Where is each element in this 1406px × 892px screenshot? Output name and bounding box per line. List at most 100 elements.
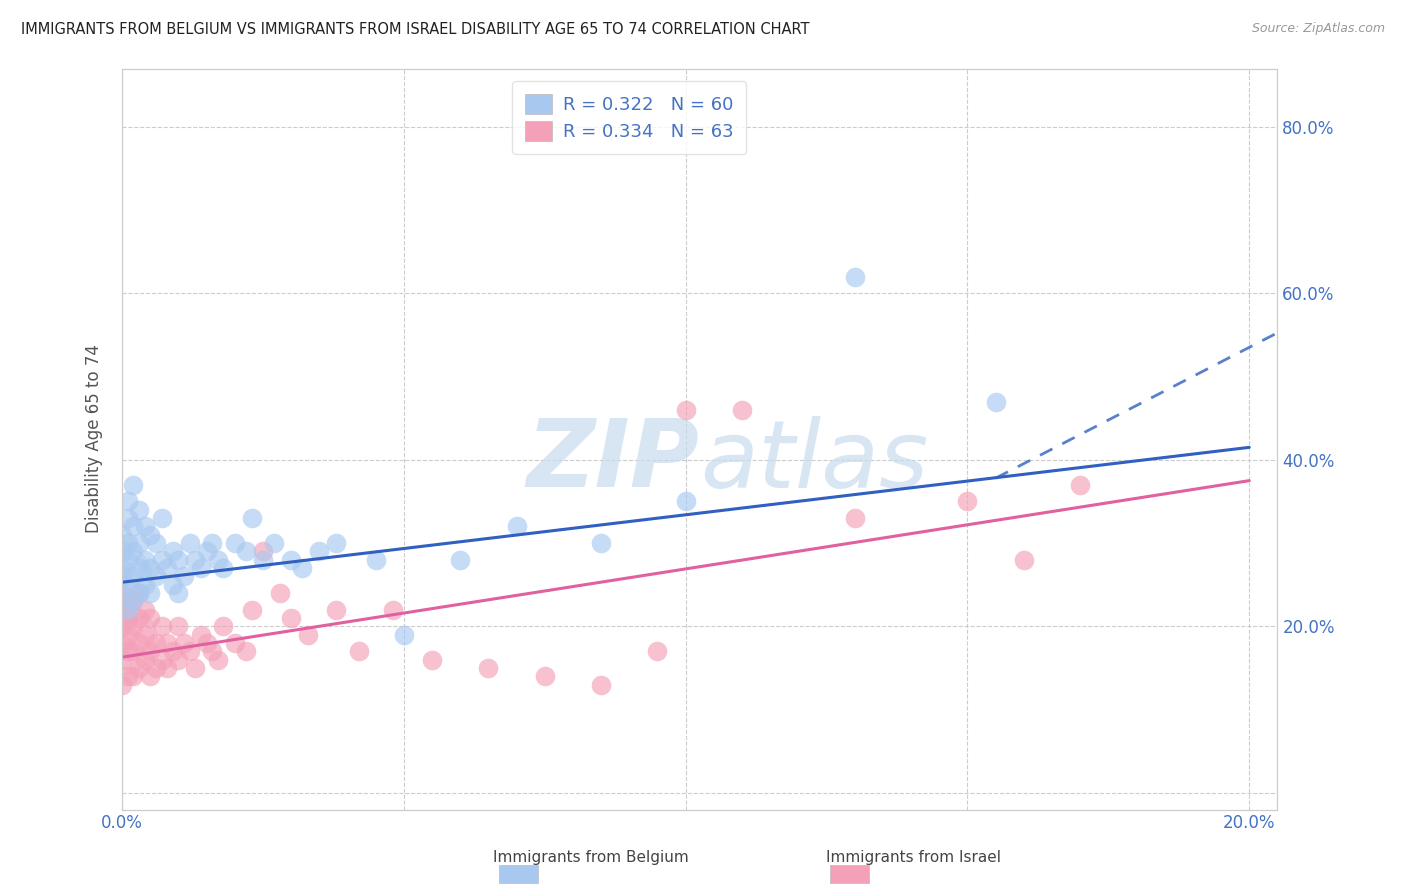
- Text: IMMIGRANTS FROM BELGIUM VS IMMIGRANTS FROM ISRAEL DISABILITY AGE 65 TO 74 CORREL: IMMIGRANTS FROM BELGIUM VS IMMIGRANTS FR…: [21, 22, 810, 37]
- Point: [128, 561, 150, 575]
- Point: [173, 636, 195, 650]
- Point: [122, 478, 145, 492]
- Point: [235, 644, 257, 658]
- Point: [179, 644, 201, 658]
- Point: [134, 628, 156, 642]
- Point: [297, 628, 319, 642]
- Point: [128, 586, 150, 600]
- Point: [128, 586, 150, 600]
- Point: [134, 653, 156, 667]
- Text: Source: ZipAtlas.com: Source: ZipAtlas.com: [1251, 22, 1385, 36]
- Point: [150, 619, 173, 633]
- Point: [201, 536, 224, 550]
- Point: [675, 494, 697, 508]
- Point: [591, 678, 613, 692]
- Point: [325, 603, 347, 617]
- Point: [956, 494, 979, 508]
- Point: [844, 511, 866, 525]
- Point: [269, 586, 291, 600]
- Point: [190, 628, 212, 642]
- Point: [122, 594, 145, 608]
- Point: [179, 536, 201, 550]
- Point: [235, 544, 257, 558]
- Point: [122, 644, 145, 658]
- Point: [184, 553, 207, 567]
- Point: [111, 561, 134, 575]
- Point: [533, 669, 555, 683]
- Point: [280, 611, 302, 625]
- Point: [647, 644, 669, 658]
- Point: [150, 553, 173, 567]
- Point: [145, 569, 167, 583]
- Text: Immigrants from Belgium: Immigrants from Belgium: [492, 850, 689, 865]
- Point: [156, 636, 179, 650]
- Point: [139, 528, 162, 542]
- Point: [675, 403, 697, 417]
- Point: [150, 511, 173, 525]
- Point: [173, 569, 195, 583]
- Point: [731, 403, 754, 417]
- Point: [195, 636, 218, 650]
- Point: [111, 586, 134, 600]
- Text: ZIP: ZIP: [527, 416, 700, 508]
- Point: [117, 494, 139, 508]
- Point: [134, 553, 156, 567]
- Point: [505, 519, 527, 533]
- Point: [111, 586, 134, 600]
- Point: [224, 636, 246, 650]
- Point: [156, 661, 179, 675]
- Point: [117, 511, 139, 525]
- Point: [201, 644, 224, 658]
- Point: [392, 628, 415, 642]
- Point: [167, 619, 190, 633]
- Point: [477, 661, 499, 675]
- Point: [420, 653, 443, 667]
- Point: [190, 561, 212, 575]
- Point: [122, 519, 145, 533]
- Point: [139, 561, 162, 575]
- Point: [1012, 553, 1035, 567]
- Point: [117, 644, 139, 658]
- Point: [207, 653, 229, 667]
- Point: [381, 603, 404, 617]
- Point: [1069, 478, 1091, 492]
- Point: [111, 603, 134, 617]
- Point: [111, 653, 134, 667]
- Point: [122, 619, 145, 633]
- Point: [122, 594, 145, 608]
- Point: [184, 661, 207, 675]
- Point: [263, 536, 285, 550]
- Point: [591, 536, 613, 550]
- Point: [122, 569, 145, 583]
- Point: [240, 603, 263, 617]
- Point: [111, 619, 134, 633]
- Point: [134, 519, 156, 533]
- Point: [111, 569, 134, 583]
- Point: [150, 653, 173, 667]
- Point: [117, 594, 139, 608]
- Point: [128, 661, 150, 675]
- Point: [167, 586, 190, 600]
- Point: [139, 611, 162, 625]
- Point: [364, 553, 387, 567]
- Y-axis label: Disability Age 65 to 74: Disability Age 65 to 74: [86, 344, 103, 533]
- Point: [308, 544, 330, 558]
- Point: [134, 578, 156, 592]
- Point: [167, 653, 190, 667]
- Point: [240, 511, 263, 525]
- Point: [117, 628, 139, 642]
- Legend: R = 0.322   N = 60, R = 0.334   N = 63: R = 0.322 N = 60, R = 0.334 N = 63: [512, 81, 747, 153]
- Point: [325, 536, 347, 550]
- Point: [128, 536, 150, 550]
- Point: [167, 553, 190, 567]
- Point: [122, 544, 145, 558]
- Point: [111, 632, 134, 646]
- Point: [117, 603, 139, 617]
- Point: [844, 269, 866, 284]
- Point: [347, 644, 370, 658]
- Point: [252, 544, 274, 558]
- Point: [280, 553, 302, 567]
- Point: [117, 553, 139, 567]
- Point: [128, 636, 150, 650]
- Point: [139, 644, 162, 658]
